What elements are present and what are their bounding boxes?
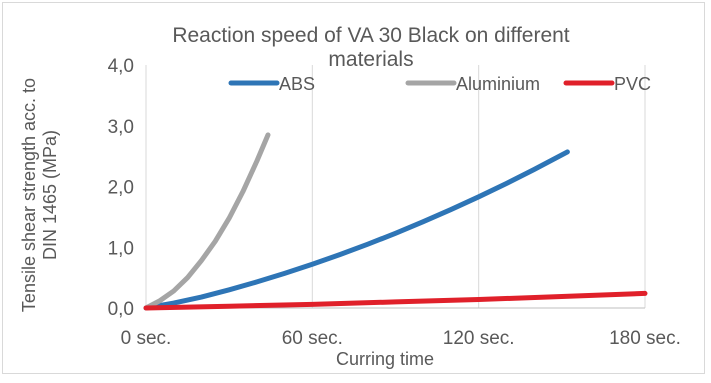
y-tick-label: 1,0 <box>108 238 134 259</box>
line-chart: 0 sec. 60 sec. 120 sec. 180 sec. 0,0 1,0 2,0 3,… <box>19 24 681 369</box>
legend-label-aluminium: Aluminium <box>456 74 540 94</box>
x-tick-label: 60 sec. <box>282 328 343 349</box>
legend-label-abs: ABS <box>279 74 315 94</box>
tick-labels: 0 sec. 60 sec. 120 sec. 180 sec. 0,0 1,0 2,0 3,… <box>108 56 681 349</box>
series-line-pvc <box>143 290 648 311</box>
x-tick-label: 120 sec. <box>443 328 515 349</box>
x-axis-label: Curring time <box>336 349 434 369</box>
chart-title-line1: Reaction speed of VA 30 Black on differe… <box>172 24 569 47</box>
y-tick-label: 4,0 <box>108 56 134 77</box>
y-axis-label-line1: Tensile shear strength acc. to <box>19 78 39 312</box>
x-tick-label: 180 sec. <box>609 328 681 349</box>
series-line-aluminium <box>143 132 271 311</box>
legend-label-pvc: PVC <box>614 74 651 94</box>
legend: ABS Aluminium PVC <box>228 74 651 94</box>
series-layer <box>143 132 648 311</box>
x-tick-label: 0 sec. <box>121 328 172 349</box>
y-tick-label: 2,0 <box>108 178 134 199</box>
y-axis-label-line2: DIN 1465 (MPa) <box>40 130 60 260</box>
chart-title-line2: materials <box>328 48 413 71</box>
chart-frame: 0 sec. 60 sec. 120 sec. 180 sec. 0,0 1,0 2,0 3,… <box>2 2 705 374</box>
y-tick-label: 3,0 <box>108 117 134 138</box>
series-line-abs <box>143 149 570 311</box>
y-tick-label: 0,0 <box>108 299 134 320</box>
grid-lines <box>145 65 646 308</box>
